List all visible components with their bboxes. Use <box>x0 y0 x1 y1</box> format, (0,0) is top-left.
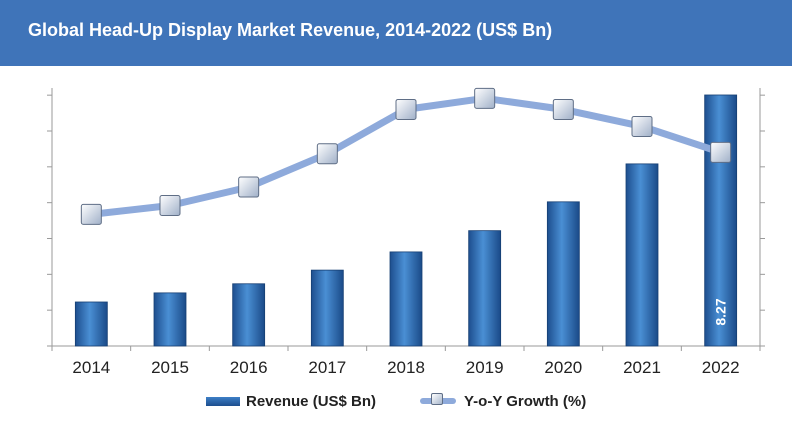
legend-item-growth: Y-o-Y Growth (%) <box>420 389 586 413</box>
title-banner: Global Head-Up Display Market Revenue, 2… <box>0 0 792 66</box>
growth-marker-2019 <box>474 87 496 109</box>
legend-item-revenue: Revenue (US$ Bn) <box>206 389 376 413</box>
growth-marker-2020 <box>552 98 574 120</box>
bar-2021 <box>625 163 659 347</box>
bar-2014 <box>74 301 108 347</box>
bar-2018 <box>389 251 423 347</box>
x-tick-label: 2017 <box>308 358 346 377</box>
bar-2020 <box>546 201 580 347</box>
bar-2016 <box>232 283 266 347</box>
x-tick-label: 2020 <box>544 358 582 377</box>
bar-2017 <box>310 269 344 347</box>
growth-marker-2018 <box>395 98 417 120</box>
bar-2019 <box>468 230 502 347</box>
legend-label-growth: Y-o-Y Growth (%) <box>464 392 587 410</box>
x-tick-label: 2022 <box>702 358 740 377</box>
growth-marker-2014 <box>80 203 102 225</box>
legend-bar-swatch <box>206 396 240 406</box>
growth-marker-2017 <box>316 143 338 165</box>
x-tick-label: 2021 <box>623 358 661 377</box>
growth-marker-2022 <box>710 141 732 163</box>
x-tick-label: 2018 <box>387 358 425 377</box>
x-tick-label: 2015 <box>151 358 189 377</box>
legend-label-revenue: Revenue (US$ Bn) <box>246 392 377 410</box>
growth-marker-2015 <box>159 195 181 217</box>
legend-line-swatch <box>420 393 456 405</box>
legend-marker-icon <box>431 393 443 405</box>
growth-marker-2016 <box>238 176 260 198</box>
bar-2022 <box>704 94 738 347</box>
x-tick-label: 2014 <box>72 358 110 377</box>
x-tick-label: 2019 <box>466 358 504 377</box>
growth-marker-2021 <box>631 115 653 137</box>
data-label-2022: 8.27 <box>713 298 729 325</box>
x-tick-label: 2016 <box>230 358 268 377</box>
bar-2015 <box>153 292 187 347</box>
chart-title: Global Head-Up Display Market Revenue, 2… <box>28 20 553 40</box>
